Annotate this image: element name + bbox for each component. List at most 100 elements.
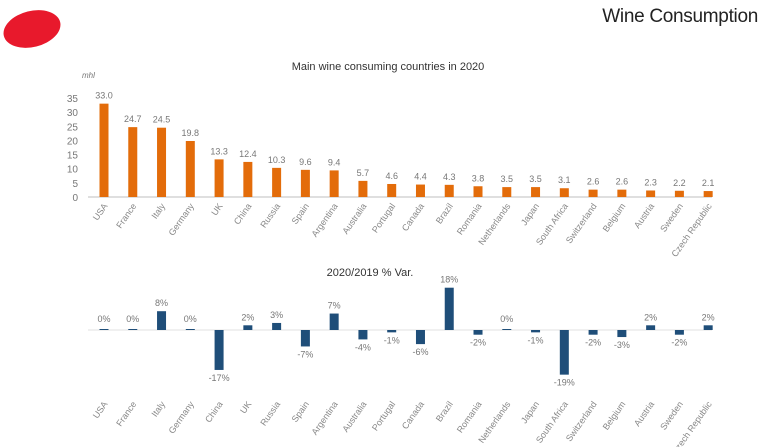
bar [646, 190, 656, 197]
x-tick-label: Brazil [434, 201, 455, 225]
x-tick-label: Spain [290, 399, 311, 424]
data-label: 3.1 [558, 175, 571, 185]
data-label: 10.3 [268, 155, 286, 165]
x-tick-label: USA [91, 201, 110, 222]
y-tick-label: 30 [67, 108, 79, 119]
data-label: 8% [155, 298, 168, 308]
x-tick-label: Australia [340, 399, 368, 433]
x-tick-label: Portugal [370, 399, 397, 432]
chart1-bars [99, 103, 713, 197]
bar [99, 103, 109, 197]
bar [415, 330, 425, 345]
data-label: -2% [585, 338, 601, 348]
data-label: 13.3 [210, 146, 228, 156]
y-tick-label: 5 [72, 179, 78, 190]
bar [214, 159, 224, 197]
bar [646, 325, 656, 330]
bar [415, 184, 425, 197]
data-label: 2.2 [673, 178, 686, 188]
data-label: 2.6 [587, 177, 600, 187]
x-tick-label: Japan [519, 399, 541, 425]
y-tick-label: 35 [67, 94, 79, 105]
bar [588, 330, 598, 335]
data-label: 4.4 [414, 172, 427, 182]
bar [588, 189, 598, 197]
y-tick-label: 15 [67, 151, 79, 162]
x-tick-label: France [114, 399, 138, 428]
x-tick-label: Belgium [601, 399, 628, 431]
data-label: 2% [644, 312, 657, 322]
x-tick-label: Sweden [658, 201, 685, 233]
consumption-chart: Main wine consuming countries in 2020 mh… [67, 61, 715, 259]
chart1-data-labels: 33.0 24.7 24.5 19.8 13.3 12.4 10.3 9.6 9.4 5.7 4.6… [95, 91, 714, 188]
y-tick-label: 10 [67, 165, 79, 176]
data-label: 2.6 [616, 177, 629, 187]
x-tick-label: Germany [167, 399, 197, 435]
bar [329, 170, 339, 197]
bar [329, 313, 339, 330]
y-tick-label: 25 [67, 122, 79, 133]
x-tick-label: Russia [258, 399, 282, 427]
bar [473, 186, 483, 197]
data-label: -17% [209, 373, 230, 383]
data-label: -6% [412, 347, 428, 357]
variation-chart: 2020/2019 % Var. 0% 0% 8% 0% -17% 2% 3% -7% 7% -4… [88, 267, 715, 447]
data-label: 19.8 [182, 128, 200, 138]
data-label: -19% [554, 378, 575, 388]
chart2-title: 2020/2019 % Var. [327, 267, 414, 279]
chart2-bars [88, 287, 713, 375]
bar [444, 184, 454, 197]
x-tick-label: Argentina [310, 201, 340, 238]
x-tick-label: Romania [455, 201, 484, 236]
data-label: 18% [440, 275, 458, 285]
data-label: 9.6 [299, 157, 312, 167]
y-tick-label: 20 [67, 136, 79, 147]
bar [559, 330, 569, 375]
chart1-title: Main wine consuming countries in 2020 [292, 61, 485, 73]
data-label: 3.5 [501, 174, 514, 184]
data-label: -3% [614, 340, 630, 350]
x-tick-label: Argentina [310, 399, 340, 436]
data-label: 2.3 [644, 177, 657, 187]
bar [703, 191, 713, 197]
data-label: 0% [184, 314, 197, 324]
x-tick-label: Portugal [370, 201, 397, 234]
x-tick-label: Japan [519, 201, 541, 227]
x-tick-label: USA [91, 399, 110, 420]
bar [531, 187, 541, 197]
x-tick-label: Austria [632, 399, 656, 428]
data-label: 5.7 [357, 168, 370, 178]
data-label: 3.5 [529, 174, 542, 184]
bar [703, 325, 713, 330]
y-tick-label: 0 [72, 193, 78, 204]
data-label: 3% [270, 310, 283, 320]
bar [214, 330, 224, 370]
logo-ellipse-icon [3, 10, 61, 48]
data-label: -4% [355, 342, 371, 352]
bar [185, 140, 195, 197]
bar [243, 325, 253, 330]
data-label: 4.3 [443, 172, 456, 182]
bar [128, 329, 138, 330]
x-tick-label: China [203, 399, 225, 424]
data-label: 4.6 [385, 171, 398, 181]
x-tick-label: Romania [455, 399, 484, 434]
bar [157, 127, 167, 197]
bar [502, 329, 512, 330]
data-label: 9.4 [328, 157, 341, 167]
bar [243, 161, 253, 197]
chart1-unit-label: mhl [82, 71, 95, 80]
data-label: 12.4 [239, 149, 257, 159]
x-tick-label: Canada [400, 399, 426, 431]
bar [358, 180, 368, 197]
bar [473, 330, 483, 335]
data-label: 0% [500, 314, 513, 324]
x-tick-label: UK [238, 399, 253, 415]
bar [300, 330, 310, 347]
bar [674, 190, 684, 197]
bar [99, 329, 109, 330]
data-label: -1% [528, 335, 544, 345]
x-tick-label: Germany [167, 201, 197, 237]
data-label: 2.1 [702, 178, 715, 188]
